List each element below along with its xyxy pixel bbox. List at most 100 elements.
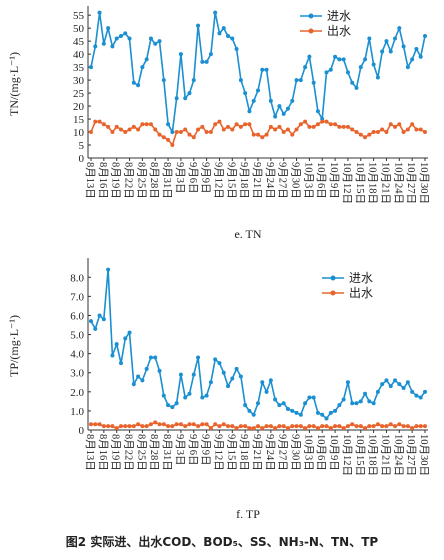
data-point bbox=[371, 62, 376, 67]
data-point bbox=[213, 122, 218, 127]
data-point bbox=[294, 127, 299, 132]
data-point bbox=[375, 422, 380, 427]
data-point bbox=[401, 44, 406, 49]
x-tick-label: 8月22日 bbox=[123, 162, 135, 199]
x-tick-label: 9月12日 bbox=[212, 434, 224, 471]
data-point bbox=[89, 65, 93, 70]
data-point bbox=[410, 426, 415, 431]
data-point bbox=[196, 23, 201, 28]
data-point bbox=[191, 422, 196, 427]
data-point bbox=[256, 132, 260, 137]
data-point bbox=[324, 424, 329, 429]
data-point bbox=[324, 416, 329, 421]
data-point bbox=[144, 57, 149, 62]
data-point bbox=[217, 424, 222, 429]
data-point bbox=[277, 403, 282, 408]
data-point bbox=[341, 57, 346, 62]
data-point bbox=[174, 130, 179, 135]
data-point bbox=[423, 130, 427, 135]
data-point bbox=[273, 397, 278, 402]
data-point bbox=[350, 401, 355, 406]
data-point bbox=[213, 357, 218, 362]
data-point bbox=[136, 83, 141, 88]
data-point bbox=[114, 124, 119, 129]
data-point bbox=[315, 122, 320, 127]
x-tick-label: 9月3日 bbox=[174, 434, 186, 466]
data-point bbox=[320, 119, 325, 124]
data-point bbox=[238, 78, 243, 83]
data-point bbox=[251, 426, 256, 431]
data-point bbox=[183, 96, 188, 101]
data-point bbox=[127, 330, 132, 335]
data-point bbox=[118, 33, 123, 38]
data-point bbox=[226, 384, 231, 389]
data-point bbox=[337, 403, 342, 408]
x-tick-label: 8月13日 bbox=[84, 434, 96, 471]
data-point bbox=[118, 361, 123, 366]
data-point bbox=[354, 130, 359, 135]
data-point bbox=[247, 109, 252, 114]
data-point bbox=[405, 127, 410, 132]
x-tick-label: 9月6日 bbox=[187, 434, 199, 466]
data-point bbox=[397, 422, 402, 427]
data-point bbox=[196, 127, 201, 132]
data-point bbox=[294, 78, 299, 83]
data-point bbox=[414, 46, 419, 51]
data-point bbox=[256, 401, 260, 406]
data-point bbox=[260, 426, 265, 431]
data-point bbox=[345, 424, 350, 429]
data-point bbox=[380, 382, 385, 387]
data-point bbox=[405, 65, 410, 70]
data-point bbox=[333, 408, 338, 413]
data-point bbox=[375, 130, 380, 135]
data-point bbox=[140, 378, 145, 383]
x-tick-label: 10月12日 bbox=[341, 162, 353, 204]
data-point bbox=[371, 401, 376, 406]
data-point bbox=[161, 135, 166, 140]
data-point bbox=[341, 124, 346, 129]
data-point bbox=[384, 130, 389, 135]
data-point bbox=[268, 124, 273, 129]
x-tick-label: 8月16日 bbox=[97, 434, 109, 471]
data-point bbox=[324, 119, 329, 124]
data-point bbox=[106, 267, 111, 272]
data-point bbox=[144, 424, 149, 429]
data-point bbox=[230, 127, 235, 132]
data-point bbox=[350, 80, 355, 85]
data-point bbox=[423, 33, 427, 38]
legend-label: 进水 bbox=[327, 9, 351, 23]
data-point bbox=[264, 67, 269, 72]
x-tick-label: 10月21日 bbox=[379, 434, 391, 476]
data-point bbox=[397, 122, 402, 127]
data-point bbox=[281, 424, 286, 429]
y-tick-label: 55 bbox=[73, 10, 85, 22]
data-point bbox=[136, 374, 141, 379]
data-point bbox=[114, 342, 119, 347]
data-point bbox=[97, 119, 102, 124]
data-point bbox=[153, 420, 158, 425]
data-point bbox=[328, 426, 333, 431]
data-point bbox=[204, 422, 209, 427]
data-point bbox=[178, 422, 183, 427]
data-point bbox=[148, 355, 153, 360]
data-point bbox=[148, 36, 153, 41]
data-point bbox=[191, 78, 196, 83]
data-point bbox=[157, 39, 162, 44]
legend-label: 出水 bbox=[349, 286, 373, 300]
data-point bbox=[350, 422, 355, 427]
x-tick-label: 10月6日 bbox=[315, 434, 327, 471]
data-point bbox=[153, 127, 158, 132]
y-tick-label: 0 bbox=[79, 153, 85, 165]
x-tick-label: 9月9日 bbox=[200, 434, 212, 466]
data-point bbox=[178, 130, 183, 135]
data-point bbox=[303, 426, 308, 431]
data-point bbox=[157, 368, 162, 373]
data-point bbox=[170, 405, 175, 410]
data-point bbox=[251, 98, 256, 103]
y-tick-label: 6.0 bbox=[70, 310, 84, 322]
data-point bbox=[414, 127, 419, 132]
data-point bbox=[350, 127, 355, 132]
data-point bbox=[380, 424, 385, 429]
data-point bbox=[101, 317, 106, 322]
data-point bbox=[221, 422, 226, 427]
